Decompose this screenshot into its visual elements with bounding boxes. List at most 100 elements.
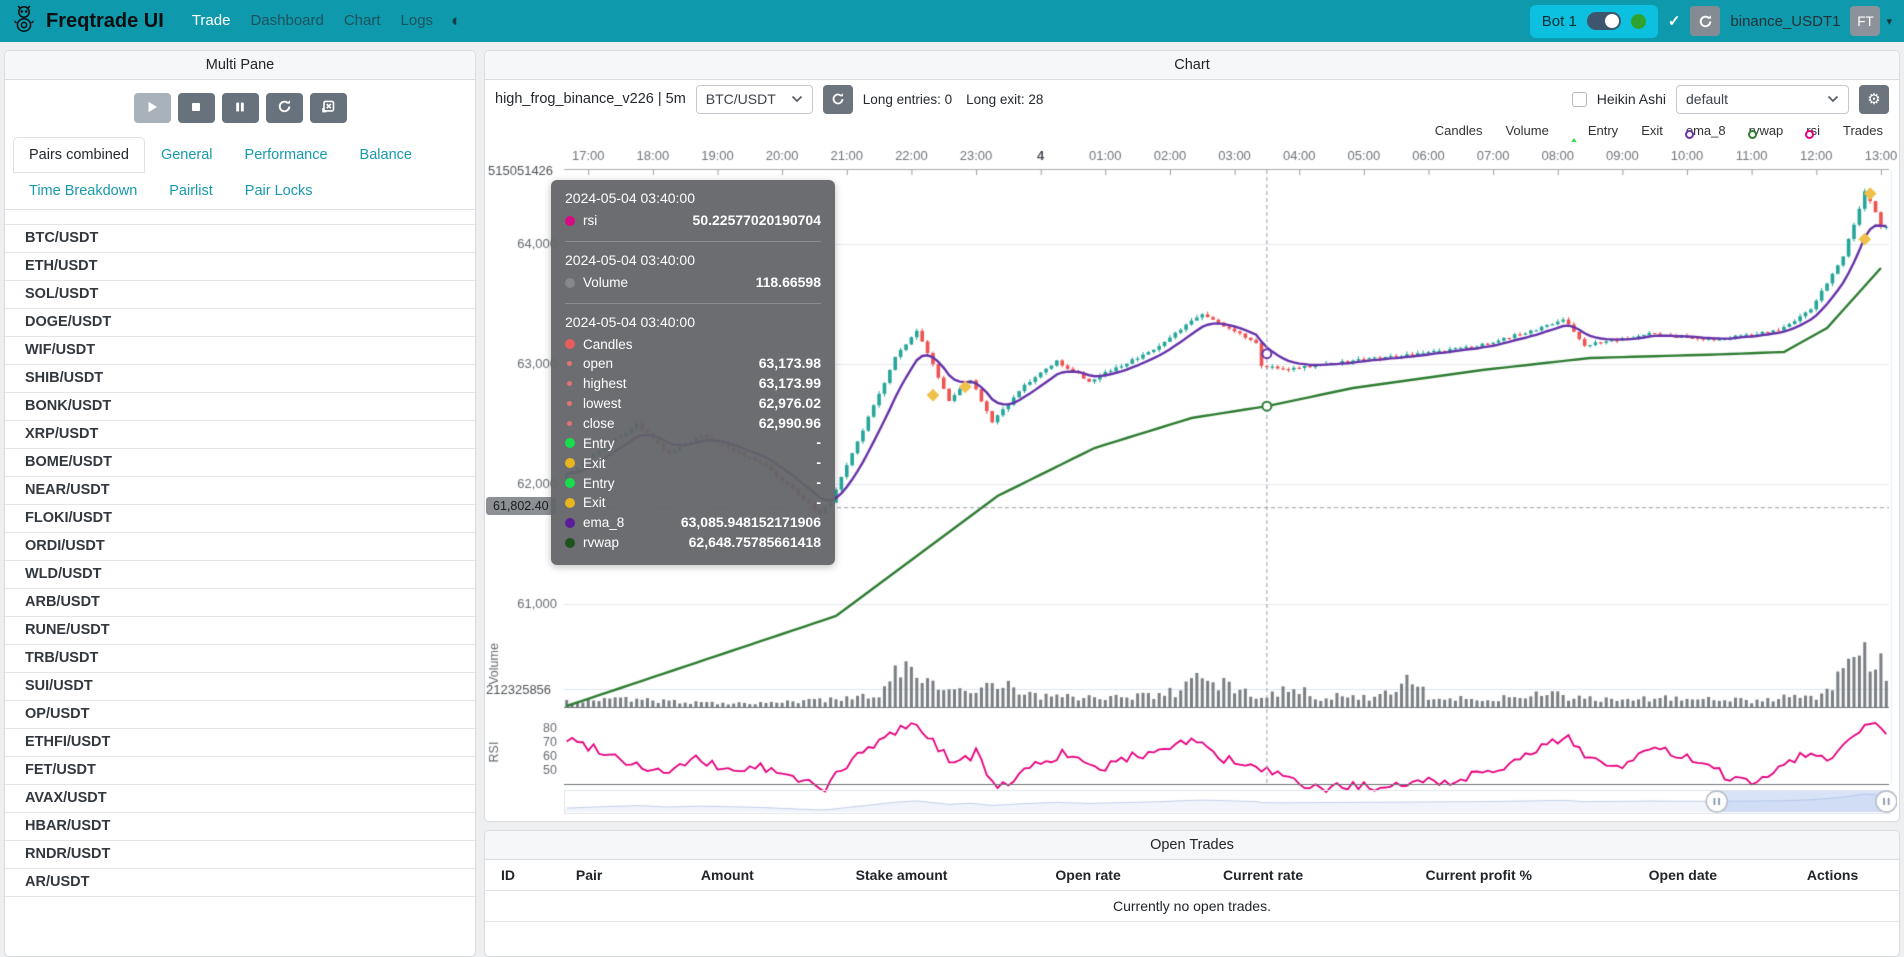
play-button[interactable] bbox=[133, 93, 171, 123]
pair-item-bonk-usdt[interactable]: BONK/USDT bbox=[5, 392, 475, 420]
pause-icon bbox=[233, 100, 247, 117]
global-refresh-button[interactable] bbox=[1690, 6, 1721, 36]
chart-panel-title: Chart bbox=[485, 51, 1899, 80]
legend-trades[interactable]: Trades bbox=[1843, 122, 1883, 138]
pair-item-btc-usdt[interactable]: BTC/USDT bbox=[5, 224, 475, 252]
pair-item-fet-usdt[interactable]: FET/USDT bbox=[5, 756, 475, 784]
legend-ema-8[interactable]: ema_8 bbox=[1684, 122, 1726, 139]
app-title: Freqtrade UI bbox=[46, 9, 164, 32]
bot-account-label: binance_USDT1 bbox=[1730, 12, 1841, 30]
signals-summary: Long entries: 0 Long exit: 28 bbox=[862, 91, 1044, 107]
open-trades-table: ID Pair Amount Stake amount Open rate Current… bbox=[485, 860, 1899, 922]
legend-candles[interactable]: Candles bbox=[1434, 122, 1483, 138]
chart-refresh-button[interactable] bbox=[822, 84, 853, 114]
pair-item-trb-usdt[interactable]: TRB/USDT bbox=[5, 644, 475, 672]
tab-pairs-combined[interactable]: Pairs combined bbox=[13, 137, 145, 173]
chevron-down-icon: ▾ bbox=[1886, 15, 1892, 28]
close-chart-icon bbox=[321, 99, 336, 117]
pair-item-wif-usdt[interactable]: WIF/USDT bbox=[5, 336, 475, 364]
col-stake-amount: Stake amount bbox=[795, 860, 1008, 891]
connected-check-icon: ✓ bbox=[1667, 13, 1681, 30]
plot-settings-button[interactable]: ⚙ bbox=[1859, 84, 1889, 114]
tab-performance[interactable]: Performance bbox=[244, 147, 328, 163]
tab-balance[interactable]: Balance bbox=[359, 147, 412, 163]
legend-entry-marker bbox=[1565, 122, 1582, 150]
nav-item-logs[interactable]: Logs bbox=[400, 12, 434, 29]
col-amount: Amount bbox=[659, 860, 796, 891]
bot-control-buttons bbox=[5, 80, 475, 135]
pair-item-hbar-usdt[interactable]: HBAR/USDT bbox=[5, 812, 475, 840]
theme-toggle-icon[interactable]: ◐ bbox=[451, 11, 462, 30]
legend-rsi[interactable]: rsi bbox=[1805, 122, 1821, 139]
pair-item-rndr-usdt[interactable]: RNDR/USDT bbox=[5, 840, 475, 868]
pair-item-sui-usdt[interactable]: SUI/USDT bbox=[5, 672, 475, 700]
chevron-down-icon bbox=[791, 95, 802, 103]
stop-button[interactable] bbox=[177, 93, 215, 123]
col-actions: Actions bbox=[1766, 860, 1899, 891]
legend-volume[interactable]: Volume bbox=[1505, 122, 1549, 138]
heikin-ashi-checkbox[interactable] bbox=[1571, 91, 1587, 107]
legend-entry[interactable]: Entry bbox=[1565, 122, 1618, 150]
pair-item-op-usdt[interactable]: OP/USDT bbox=[5, 700, 475, 728]
heikin-ashi-label: Heikin Ashi bbox=[1596, 91, 1666, 107]
pair-item-rune-usdt[interactable]: RUNE/USDT bbox=[5, 616, 475, 644]
sidebar-tabs: Pairs combined General Performance Balance T… bbox=[5, 135, 475, 210]
pair-item-ar-usdt[interactable]: AR/USDT bbox=[5, 868, 475, 897]
play-icon bbox=[145, 100, 159, 117]
chart-tooltip: 2024-05-04 03:40:00 rsi 50.22577020190704 2… bbox=[551, 180, 835, 565]
legend-exit[interactable]: Exit bbox=[1641, 122, 1663, 138]
pair-item-ordi-usdt[interactable]: ORDI/USDT bbox=[5, 532, 475, 560]
tab-general[interactable]: General bbox=[160, 147, 213, 163]
close-chart-button[interactable] bbox=[309, 93, 347, 123]
col-current-profit-: Current profit % bbox=[1357, 860, 1600, 891]
pair-item-doge-usdt[interactable]: DOGE/USDT bbox=[5, 308, 475, 336]
bot-online-dot bbox=[1630, 13, 1646, 29]
tab-pairlist[interactable]: Pairlist bbox=[169, 183, 213, 199]
price-chart-area: 61,802.40 2024-05-04 03:40:00 rsi 50.22577… bbox=[485, 142, 1897, 819]
bot-selector[interactable]: Bot 1 bbox=[1529, 4, 1658, 38]
sidebar-title: Multi Pane bbox=[5, 51, 475, 80]
pair-item-xrp-usdt[interactable]: XRP/USDT bbox=[5, 420, 475, 448]
nav-item-dashboard[interactable]: Dashboard bbox=[250, 12, 324, 29]
pause-button[interactable] bbox=[221, 93, 259, 123]
pair-item-ethfi-usdt[interactable]: ETHFI/USDT bbox=[5, 728, 475, 756]
chart-toolbar: high_frog_binance_v226 | 5m BTC/USDT Lon… bbox=[485, 80, 1899, 118]
current-price-tag: 61,802.40 bbox=[486, 497, 556, 515]
col-open-rate: Open rate bbox=[1007, 860, 1169, 891]
pair-item-eth-usdt[interactable]: ETH/USDT bbox=[5, 252, 475, 280]
col-current-rate: Current rate bbox=[1168, 860, 1358, 891]
plot-config-select[interactable]: default bbox=[1676, 84, 1849, 114]
col-id: ID bbox=[485, 860, 560, 891]
refresh-icon bbox=[277, 99, 292, 117]
pair-list: BTC/USDT ETH/USDT SOL/USDT DOGE/USDT WIF/USD… bbox=[5, 224, 475, 897]
stop-icon bbox=[189, 100, 203, 117]
user-avatar[interactable]: FT bbox=[1850, 6, 1881, 36]
gear-icon: ⚙ bbox=[1867, 91, 1881, 108]
refresh-button[interactable] bbox=[265, 93, 303, 123]
chevron-down-icon bbox=[1827, 95, 1839, 103]
pair-item-shib-usdt[interactable]: SHIB/USDT bbox=[5, 364, 475, 392]
open-trades-title: Open Trades bbox=[485, 831, 1899, 860]
pair-item-near-usdt[interactable]: NEAR/USDT bbox=[5, 476, 475, 504]
pair-item-sol-usdt[interactable]: SOL/USDT bbox=[5, 280, 475, 308]
pair-item-wld-usdt[interactable]: WLD/USDT bbox=[5, 560, 475, 588]
pair-item-arb-usdt[interactable]: ARB/USDT bbox=[5, 588, 475, 616]
col-pair: Pair bbox=[559, 860, 660, 891]
pair-item-floki-usdt[interactable]: FLOKI/USDT bbox=[5, 504, 475, 532]
pair-item-avax-usdt[interactable]: AVAX/USDT bbox=[5, 784, 475, 812]
freqtrade-robot-logo-icon bbox=[12, 4, 36, 39]
tab-pair-locks[interactable]: Pair Locks bbox=[244, 183, 313, 199]
nav-item-trade[interactable]: Trade bbox=[191, 12, 231, 29]
tab-time-breakdown[interactable]: Time Breakdown bbox=[29, 183, 138, 199]
pair-select[interactable]: BTC/USDT bbox=[695, 84, 813, 114]
open-trades-panel: Open Trades ID Pair Amount Stake amount Open… bbox=[484, 830, 1900, 957]
bot-toggle[interactable] bbox=[1586, 12, 1621, 30]
empty-trades-message: Currently no open trades. bbox=[485, 890, 1899, 922]
nav-item-chart[interactable]: Chart bbox=[343, 12, 381, 29]
pair-item-bome-usdt[interactable]: BOME/USDT bbox=[5, 448, 475, 476]
legend-rvwap[interactable]: rvwap bbox=[1747, 122, 1784, 139]
col-open-date: Open date bbox=[1599, 860, 1767, 891]
chart-legend: Candles Volume Entry Exit ema_8 rvwap rsi Trade… bbox=[485, 118, 1899, 150]
strategy-timeframe-label: high_frog_binance_v226 | 5m bbox=[495, 91, 686, 107]
chart-panel: Chart high_frog_binance_v226 | 5m BTC/US… bbox=[484, 50, 1900, 822]
